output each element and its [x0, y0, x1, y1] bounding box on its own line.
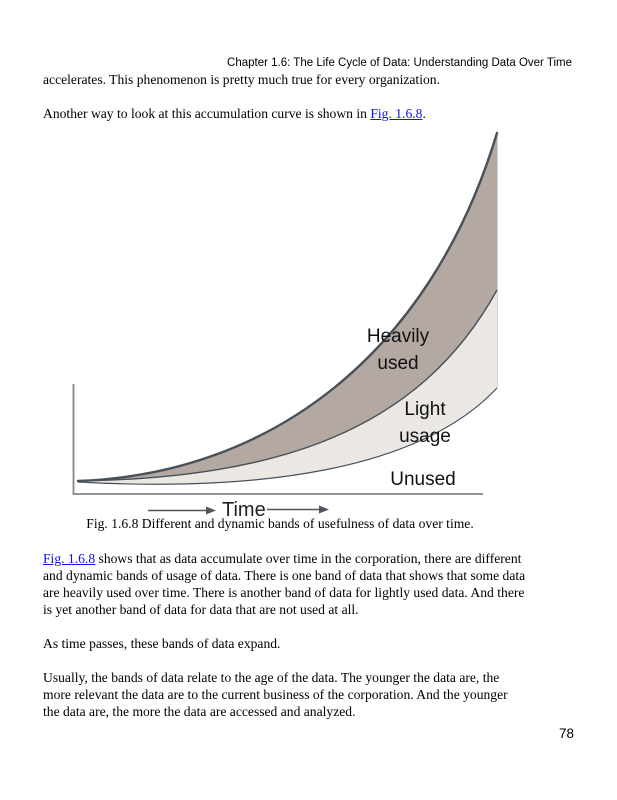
heavily-used-band-area — [78, 133, 497, 481]
figure-link-p3[interactable]: Fig. 1.6.8 — [43, 551, 96, 566]
paragraph-4: As time passes, these bands of data expa… — [43, 636, 281, 651]
paragraph-3-line-2: and dynamic bands of usage of data. Ther… — [43, 568, 526, 583]
band-label-light-usage: Light usage — [399, 399, 451, 447]
paragraph-3-line-1-text: shows that as data accumulate over time … — [95, 551, 522, 566]
lower-curve — [77, 387, 498, 485]
paragraph-2-text: Another way to look at this accumulation… — [43, 106, 371, 121]
x-axis-time-label: Time — [222, 499, 266, 521]
upper-curve — [76, 131, 499, 483]
page-number: 78 — [558, 726, 574, 741]
paragraph-3-line-4: is yet another band of data for data tha… — [43, 602, 359, 617]
paragraph-1: accelerates. This phenomenon is pretty m… — [43, 72, 440, 87]
band-label-heavily-used: Heavily used — [366, 326, 430, 374]
time-arrow-right-icon — [267, 505, 329, 514]
figure-link-p2[interactable]: Fig. 1.6.8 — [370, 106, 423, 121]
middle-curve — [77, 289, 498, 482]
time-arrow-left-icon — [148, 506, 216, 515]
figure-caption: Fig. 1.6.8 Different and dynamic bands o… — [86, 516, 474, 531]
band-label-unused: Unused — [390, 469, 456, 490]
paragraph-5-line-1: Usually, the bands of data relate to the… — [43, 670, 500, 685]
paragraph-5-line-2: more relevant the data are to the curren… — [43, 687, 508, 702]
running-header: Chapter 1.6: The Life Cycle of Data: Und… — [227, 57, 572, 69]
paragraph-3-line-3: are heavily used over time. There is ano… — [43, 585, 525, 600]
paragraph-2: Another way to look at this accumulation… — [43, 105, 426, 122]
light-usage-band-area — [78, 290, 497, 485]
paragraph-2-period: . — [422, 106, 426, 121]
paragraph-3-line-1: Fig. 1.6.8 shows that as data accumulate… — [43, 550, 521, 567]
paragraph-5-line-3: the data are, the more the data are acce… — [43, 704, 356, 719]
